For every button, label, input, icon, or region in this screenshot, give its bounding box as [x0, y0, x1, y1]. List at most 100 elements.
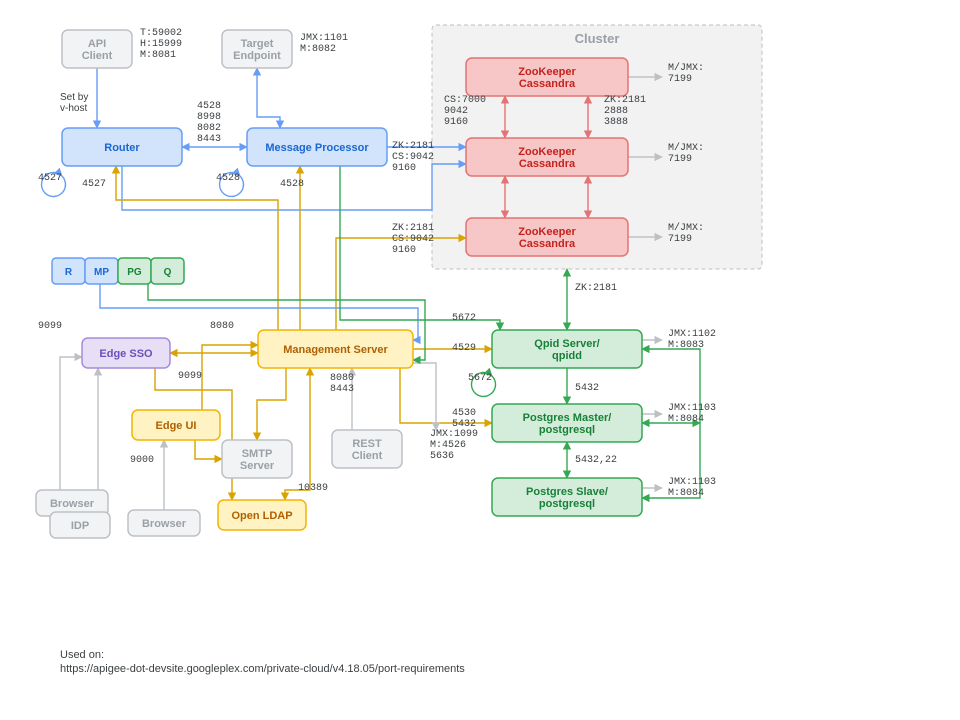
l30: M:4526 — [430, 440, 466, 451]
zk3-label: Cassandra — [519, 238, 576, 250]
l4: 8443 — [197, 134, 221, 145]
tab-mp-label: MP — [94, 267, 109, 278]
zk2-label: ZooKeeper — [518, 146, 576, 158]
l13: M/JMX: — [668, 142, 704, 154]
e-ui-mgmt — [202, 345, 258, 410]
api-client-label: API — [88, 38, 106, 50]
e-browser-sso — [60, 357, 82, 490]
l18: 4530 — [452, 408, 476, 419]
l3: Set by — [60, 92, 88, 103]
l28: 10389 — [298, 483, 328, 494]
l15: ZK:2181 — [575, 283, 617, 294]
zk3-label: ZooKeeper — [518, 226, 576, 238]
l12: 7199 — [668, 74, 692, 85]
l11: ZK:2181 — [604, 95, 646, 106]
l14: 7199 — [668, 234, 692, 245]
pg-master-label: postgresql — [539, 424, 595, 436]
zk1-label: ZooKeeper — [518, 66, 576, 78]
l26: 9099 — [38, 321, 62, 332]
l27: 9000 — [130, 455, 154, 466]
e-mgmt-out — [413, 363, 436, 430]
target-endpoint-label: Target — [241, 38, 274, 50]
e-mgmt-router — [116, 166, 278, 330]
l9: ZK:2181 — [392, 223, 434, 234]
loop-qpid-label: 5672 — [468, 373, 492, 384]
diagram-canvas: Cluster452745285672APIClientTargetEndpoi… — [0, 0, 960, 720]
e-ui-smtp — [195, 440, 222, 459]
l29: 8443 — [330, 384, 354, 395]
zk1-label: Cassandra — [519, 78, 576, 90]
api-client-label: Client — [82, 50, 113, 62]
browser1-label: Browser — [50, 498, 95, 510]
cluster-title: Cluster — [575, 31, 620, 46]
l10: CS:7000 — [444, 95, 486, 106]
footer-line1: Used on: — [60, 649, 104, 661]
browser2-label: Browser — [142, 518, 187, 530]
l11: 2888 — [604, 106, 628, 117]
smtp-label: Server — [240, 460, 275, 472]
l17: 4529 — [452, 343, 476, 354]
l3: v-host — [60, 103, 87, 114]
e-mgmt-ldap — [285, 368, 310, 500]
l7: 9160 — [392, 163, 416, 174]
pg-slave-label: Postgres Slave/ — [526, 486, 608, 498]
l2: JMX:1101 — [300, 33, 348, 44]
l10: 9160 — [444, 117, 468, 128]
l22: JMX:1103 — [668, 403, 716, 414]
l6: 4528 — [280, 179, 304, 190]
l10: 9042 — [444, 106, 468, 117]
l1: M:8081 — [140, 50, 176, 61]
footer-line2: https://apigee-dot-devsite.googleplex.co… — [60, 663, 465, 675]
message-processor-label: Message Processor — [265, 142, 369, 154]
loop-router-label: 4527 — [38, 173, 62, 184]
tab-r-label: R — [65, 267, 73, 278]
l24: 8080 — [210, 321, 234, 332]
rest-label: Client — [352, 450, 383, 462]
l5: 4527 — [82, 179, 106, 190]
l29: 8080 — [330, 373, 354, 384]
l23: M:8084 — [668, 488, 704, 499]
l1: H:15999 — [140, 39, 182, 50]
idp-label: IDP — [71, 520, 89, 532]
e-mgmt-smtp — [257, 368, 286, 440]
target-endpoint-label: Endpoint — [233, 50, 281, 62]
pg-slave-label: postgresql — [539, 498, 595, 510]
mgmt-label: Management Server — [283, 344, 388, 356]
qpid-label: qpidd — [552, 350, 582, 362]
edge-ui-label: Edge UI — [156, 420, 197, 432]
l4: 8082 — [197, 123, 221, 134]
smtp-label: SMTP — [242, 448, 273, 460]
zk2-label: Cassandra — [519, 158, 576, 170]
e-target-mp — [257, 68, 280, 128]
tab-pg-label: PG — [127, 267, 142, 278]
l11: 3888 — [604, 117, 628, 128]
open-ldap-label: Open LDAP — [231, 510, 292, 522]
l4: 8998 — [197, 112, 221, 123]
l19: 5432 — [575, 383, 599, 394]
l22: M:8084 — [668, 414, 704, 425]
l1: T:59002 — [140, 28, 182, 39]
l23: JMX:1103 — [668, 477, 716, 488]
loop-mp-label: 4528 — [216, 173, 240, 184]
l9: CS:9042 — [392, 234, 434, 245]
rest-label: REST — [352, 438, 382, 450]
l7: ZK:2181 — [392, 141, 434, 152]
l30: JMX:1099 — [430, 429, 478, 440]
qpid-label: Qpid Server/ — [534, 338, 599, 350]
l25: 9099 — [178, 371, 202, 382]
l2: M:8082 — [300, 44, 336, 55]
router-label: Router — [104, 142, 140, 154]
tab-q-label: Q — [164, 267, 172, 278]
edge-sso-label: Edge SSO — [99, 348, 153, 360]
pg-master-label: Postgres Master/ — [523, 412, 612, 424]
l30: 5636 — [430, 451, 454, 462]
l4: 4528 — [197, 101, 221, 112]
l14: M/JMX: — [668, 222, 704, 234]
l21: JMX:1102 — [668, 329, 716, 340]
l20: 5432,22 — [575, 455, 617, 466]
l16: 5672 — [452, 313, 476, 324]
l13: 7199 — [668, 154, 692, 165]
l7: CS:9042 — [392, 152, 434, 163]
l21: M:8083 — [668, 340, 704, 351]
l12: M/JMX: — [668, 62, 704, 74]
